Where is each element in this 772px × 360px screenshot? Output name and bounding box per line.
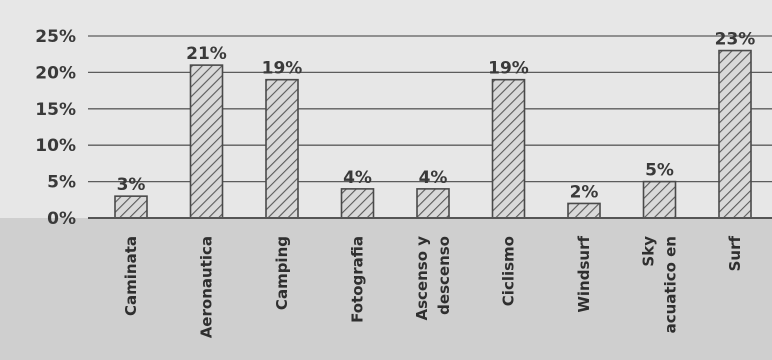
data-label: 5% [645,161,674,181]
data-label: 23% [715,30,756,50]
y-tick-label: 20% [35,63,76,83]
x-tick-label: Sky [640,236,658,267]
bar [114,195,148,219]
data-labels: 3% 21% 19% 4% 4% 19% 2% 5% 23% [117,30,756,203]
y-tick-label: 0% [47,209,76,229]
x-tick-label: Surf [726,236,744,272]
data-label: 4% [343,168,372,188]
data-label: 3% [117,175,146,195]
x-tick-label: descenso [435,236,453,315]
y-tick-label: 15% [35,100,76,120]
bars [114,49,752,219]
x-tick-label: Caminata [122,236,140,316]
bar [189,64,224,219]
x-axis-labels: Caminata Aeronautica Camping Fotografia Asce… [122,236,744,339]
x-tick-label: Windsurf [575,236,593,313]
bar [718,49,752,219]
y-tick-label: 10% [35,136,76,156]
data-label: 19% [262,59,303,79]
bar [416,188,450,219]
y-tick-label: 5% [47,173,76,193]
x-tick-label: Ascenso y [413,236,431,321]
data-label: 21% [186,44,227,64]
data-label: 4% [419,168,448,188]
x-tick-label: acuatico en [662,236,680,333]
data-label: 19% [488,59,529,79]
bar [491,78,526,219]
x-tick-label: Fotografia [349,236,367,323]
bar [265,78,299,219]
bar [642,180,677,219]
bar [340,188,375,219]
y-tick-label: 25% [35,27,76,47]
bar [567,202,601,219]
x-tick-label: Camping [273,236,291,310]
y-axis-ticks: 0% 5% 10% 15% 20% 25% [35,27,76,229]
x-tick-label: Ciclismo [500,236,518,306]
x-tick-label: Aeronautica [198,236,216,338]
data-label: 2% [570,182,599,202]
